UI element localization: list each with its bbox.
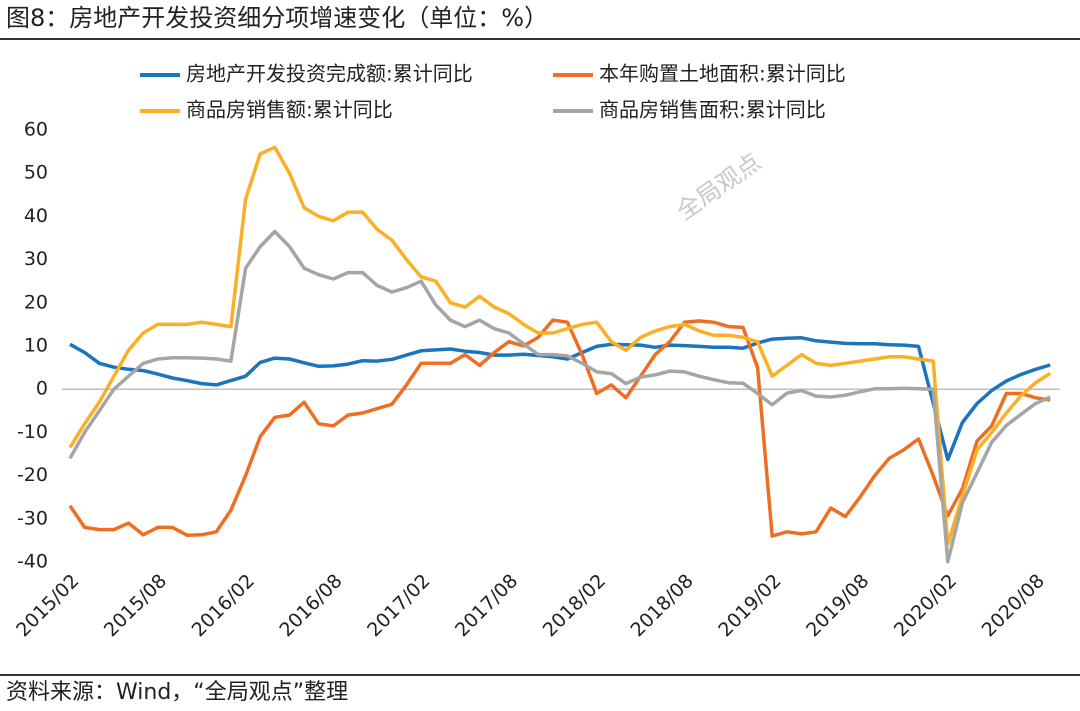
x-tick-label: 2019/08 — [802, 570, 873, 641]
y-tick-label: 40 — [24, 205, 48, 227]
watermark: 全局观点 — [671, 148, 766, 226]
y-tick-label: -10 — [17, 421, 48, 443]
legend-label: 商品房销售面积:累计同比 — [599, 98, 826, 122]
y-tick-label: -30 — [17, 507, 48, 529]
x-tick-label: 2019/02 — [714, 570, 785, 641]
legend-label: 房地产开发投资完成额:累计同比 — [186, 62, 473, 86]
y-tick-label: 60 — [24, 119, 48, 141]
series-line — [69, 336, 1051, 462]
chart-title: 图8：房地产开发投资细分项增速变化（单位：%） — [6, 4, 548, 32]
x-tick-label: 2020/08 — [978, 570, 1049, 641]
y-tick-label: 30 — [24, 248, 48, 270]
x-tick-label: 2015/02 — [12, 570, 83, 641]
series-line — [68, 145, 1052, 547]
legend-label: 商品房销售额:累计同比 — [186, 98, 393, 122]
x-tick-label: 2015/08 — [100, 570, 171, 641]
x-tick-label: 2020/02 — [890, 570, 961, 641]
x-tick-label: 2018/02 — [539, 570, 610, 641]
legend-label: 本年购置土地面积:累计同比 — [599, 62, 846, 86]
y-tick-label: -20 — [17, 464, 48, 486]
x-tick-label: 2017/02 — [363, 570, 434, 641]
y-tick-label: 0 — [36, 378, 48, 400]
y-tick-label: 50 — [24, 162, 48, 184]
y-tick-label: 10 — [24, 335, 48, 357]
series-line — [68, 229, 1051, 564]
x-tick-label: 2018/08 — [627, 570, 698, 641]
x-tick-label: 2017/08 — [451, 570, 522, 641]
y-tick-label: 20 — [24, 291, 48, 313]
y-tick-label: -40 — [17, 551, 48, 573]
series-line — [68, 318, 1051, 538]
x-tick-label: 2016/08 — [275, 570, 346, 641]
source-note: 资料来源：Wind，“全局观点”整理 — [6, 680, 348, 705]
x-tick-label: 2016/02 — [188, 570, 259, 641]
